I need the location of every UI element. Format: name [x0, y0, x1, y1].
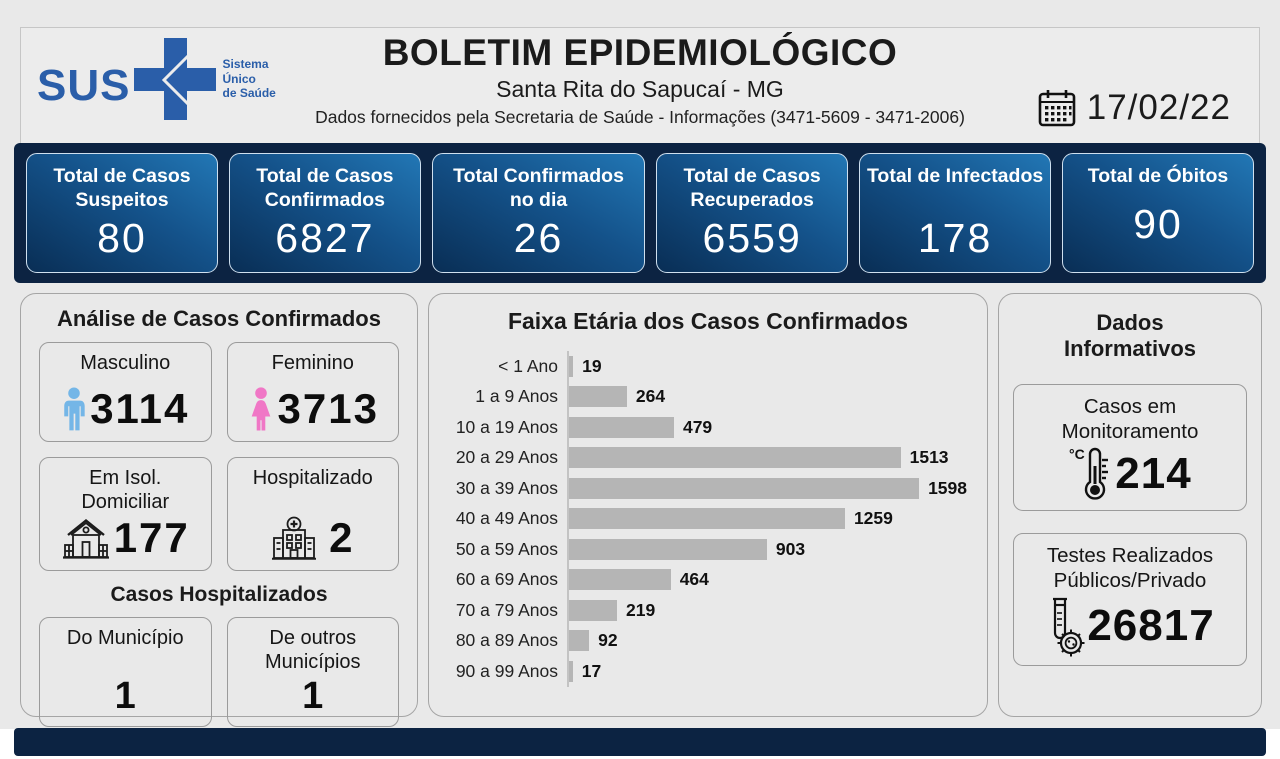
bar [569, 569, 671, 591]
page-title: BOLETIM EPIDEMIOLÓGICO [382, 32, 898, 73]
masculino-card: Masculino 3114 [39, 342, 212, 442]
chart-row: 30 a 39 Anos 1598 [449, 473, 967, 504]
svg-text:°C: °C [1069, 446, 1085, 462]
bar [569, 538, 767, 560]
hospital-icon [272, 516, 317, 560]
test-tube-icon [1053, 598, 1085, 657]
header-titles: BOLETIM EPIDEMIOLÓGICO Santa Rita do Sap… [271, 32, 1009, 128]
calendar-icon [1038, 90, 1076, 127]
chart-row: 10 a 19 Anos 479 [449, 412, 967, 443]
monitoramento-value: 214 [1115, 449, 1192, 499]
isolamento-value: 177 [113, 514, 190, 561]
hospitalizados-cards: Do Município 1 De outros Municípios 1 [39, 617, 399, 727]
chart-row: 90 a 99 Anos 17 [449, 656, 967, 687]
date-block: 17/02/22 [1037, 88, 1231, 128]
stat-value: 178 [917, 215, 993, 261]
page-subtitle: Santa Rita do Sapucaí - MG [496, 76, 784, 102]
sus-logo: SUS Sistema Único de Saúde [37, 36, 276, 122]
bar [569, 477, 920, 499]
report-date: 17/02/22 [1086, 88, 1231, 127]
chart-title: Faixa Etária dos Casos Confirmados [507, 308, 909, 334]
header: SUS Sistema Único de Saúde BOLETIM EPIDE… [20, 27, 1260, 143]
stat-value: 90 [1133, 201, 1183, 247]
age-bar-chart: < 1 Ano 19 1 a 9 Anos 264 10 a 19 Anos 4… [449, 351, 967, 687]
analysis-panel: Análise de Casos Confirmados Masculino 3… [20, 293, 418, 727]
bar [569, 386, 627, 408]
bar [569, 630, 590, 652]
stat-value: 6827 [275, 215, 375, 261]
hospitalizado-card: Hospitalizado 2 [226, 457, 399, 571]
masculino-value: 3114 [90, 385, 190, 432]
bar [569, 355, 574, 377]
stat-value: 6559 [702, 215, 802, 261]
chart-row: < 1 Ano 19 [449, 351, 967, 382]
footer-bar [14, 728, 1266, 756]
feminino-value: 3713 [277, 385, 379, 432]
female-icon [251, 387, 270, 431]
testes-card: Testes Realizados Públicos/Privado [1013, 533, 1247, 667]
chart-row: 50 a 59 Anos 903 [449, 534, 967, 565]
bar [569, 447, 901, 469]
bar [569, 416, 674, 438]
chart-row: 80 a 89 Anos 92 [449, 625, 967, 656]
stat-card-confirmados: Total de Casos Confirmados 6827 [228, 153, 421, 273]
isolamento-card: Em Isol. Domiciliar 177 [39, 457, 212, 571]
outros-municipios-value: 1 [302, 675, 324, 717]
sus-cross-icon [134, 38, 217, 120]
chart-row: 60 a 69 Anos 464 [449, 564, 967, 595]
bar [569, 599, 617, 621]
testes-value: 26817 [1087, 601, 1215, 651]
stats-band: Total de Casos Suspeitos 80 Total de Cas… [14, 143, 1266, 283]
hospitalizado-value: 2 [329, 514, 355, 561]
chart-row: 1 a 9 Anos 264 [449, 381, 967, 412]
sus-logo-text: SUS [37, 61, 131, 110]
header-info-line: Dados fornecidos pela Secretaria de Saúd… [315, 107, 965, 127]
chart-row: 40 a 49 Anos 1259 [449, 503, 967, 534]
age-chart-panel: Faixa Etária dos Casos Confirmados < 1 A… [428, 293, 988, 717]
stat-card-obitos: Total de Óbitos 90 [1062, 153, 1254, 273]
municipio-value: 1 [114, 675, 136, 717]
stat-card-suspeitos: Total de Casos Suspeitos 80 [26, 153, 218, 273]
bar [569, 660, 573, 682]
monitoramento-card: Casos em Monitoramento °C 214 [1013, 384, 1247, 512]
bar [569, 508, 845, 530]
feminino-card: Feminino 3713 [226, 342, 399, 442]
municipio-card: Do Município 1 [39, 617, 212, 727]
hospitalizados-subtitle: Casos Hospitalizados [110, 583, 328, 606]
outros-municipios-card: De outros Municípios 1 [226, 617, 399, 727]
stat-value: 26 [513, 215, 564, 261]
house-icon [62, 518, 109, 559]
analysis-title: Análise de Casos Confirmados [57, 306, 381, 331]
stat-card-confirmados-dia: Total Confirmados no dia 26 [431, 153, 646, 273]
stat-card-recuperados: Total de Casos Recuperados 6559 [656, 153, 849, 273]
male-icon [64, 387, 85, 431]
info-panel: Dados Informativos Casos em Monitorament… [998, 293, 1262, 717]
stat-value: 80 [97, 215, 147, 261]
info-panel-title: Dados Informativos [1063, 310, 1197, 361]
chart-row: 70 a 79 Anos 219 [449, 595, 967, 626]
sus-tagline: Sistema Único de Saúde [222, 57, 276, 101]
gender-cards: Masculino 3114 Feminino 3713 [39, 342, 399, 571]
stat-card-infectados: Total de Infectados 178 [859, 153, 1052, 273]
thermometer-icon: °C [1069, 446, 1109, 500]
chart-row: 20 a 29 Anos 1513 [449, 442, 967, 473]
